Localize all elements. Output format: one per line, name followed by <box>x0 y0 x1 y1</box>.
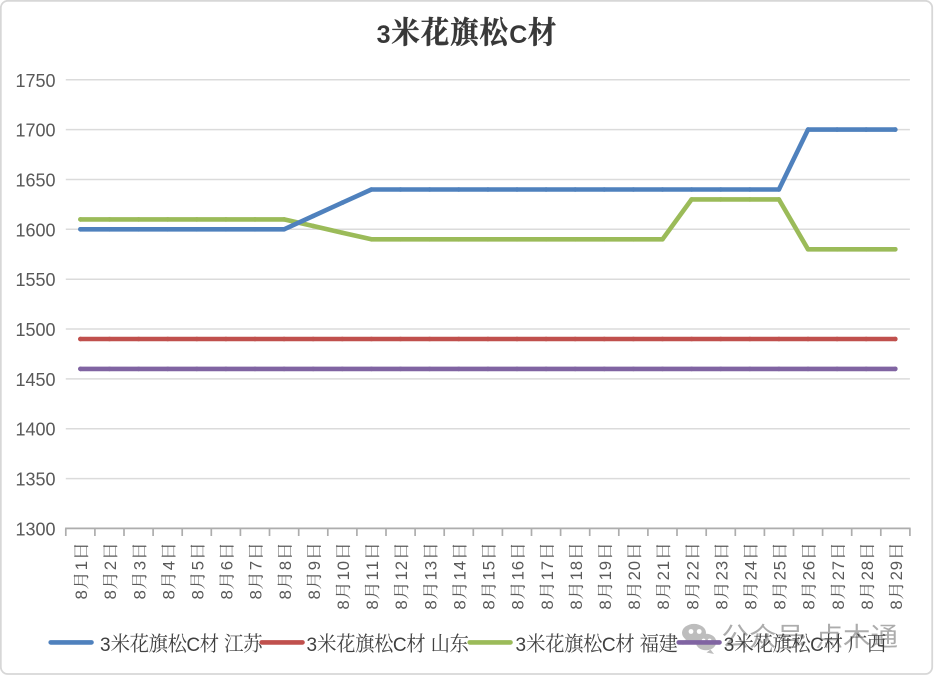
svg-text:8: 8 <box>887 600 906 609</box>
svg-text:8: 8 <box>567 600 586 609</box>
svg-text:8: 8 <box>596 600 615 609</box>
svg-text:1500: 1500 <box>15 320 55 340</box>
svg-text:3: 3 <box>516 635 527 656</box>
svg-text:2: 2 <box>771 571 790 580</box>
svg-text:3: 3 <box>421 561 440 570</box>
svg-text:C: C <box>810 635 824 656</box>
svg-text:7: 7 <box>247 561 266 570</box>
svg-text:1350: 1350 <box>15 470 55 490</box>
svg-text:1: 1 <box>538 571 557 580</box>
svg-text:1: 1 <box>392 571 411 580</box>
svg-text:8: 8 <box>276 590 295 599</box>
svg-text:1: 1 <box>363 561 382 570</box>
svg-text:8: 8 <box>771 600 790 609</box>
svg-text:2: 2 <box>887 571 906 580</box>
svg-text:8: 8 <box>189 590 208 599</box>
svg-text:3: 3 <box>724 635 735 656</box>
svg-text:8: 8 <box>742 600 761 609</box>
svg-text:2: 2 <box>654 571 673 580</box>
svg-text:1: 1 <box>451 571 470 580</box>
svg-text:1600: 1600 <box>15 220 55 240</box>
svg-text:8: 8 <box>451 600 470 609</box>
svg-text:9: 9 <box>305 561 324 570</box>
svg-text:8: 8 <box>363 600 382 609</box>
svg-text:8: 8 <box>247 590 266 599</box>
svg-text:8: 8 <box>858 600 877 609</box>
svg-text:2: 2 <box>829 571 848 580</box>
svg-text:1: 1 <box>334 571 353 580</box>
svg-text:3: 3 <box>377 21 391 49</box>
svg-text:C: C <box>186 635 200 656</box>
svg-text:1750: 1750 <box>15 71 55 91</box>
svg-text:8: 8 <box>218 590 237 599</box>
svg-text:1: 1 <box>654 561 673 570</box>
svg-text:8: 8 <box>567 561 586 570</box>
svg-text:5: 5 <box>771 561 790 570</box>
svg-text:0: 0 <box>625 561 644 570</box>
svg-text:1: 1 <box>480 571 499 580</box>
svg-text:3: 3 <box>307 635 318 656</box>
svg-text:8: 8 <box>538 600 557 609</box>
svg-text:1: 1 <box>596 571 615 580</box>
svg-text:8: 8 <box>159 590 178 599</box>
svg-text:8: 8 <box>334 600 353 609</box>
svg-text:1550: 1550 <box>15 270 55 290</box>
svg-text:8: 8 <box>625 600 644 609</box>
svg-text:C: C <box>509 21 527 49</box>
svg-text:8: 8 <box>72 590 91 599</box>
svg-text:8: 8 <box>800 600 819 609</box>
svg-text:8: 8 <box>305 590 324 599</box>
svg-text:8: 8 <box>654 600 673 609</box>
svg-text:2: 2 <box>683 561 702 570</box>
svg-text:8: 8 <box>683 600 702 609</box>
svg-text:3: 3 <box>130 561 149 570</box>
svg-text:2: 2 <box>625 571 644 580</box>
svg-text:2: 2 <box>683 571 702 580</box>
svg-text:5: 5 <box>480 561 499 570</box>
svg-text:1: 1 <box>509 571 528 580</box>
svg-text:1300: 1300 <box>15 519 55 539</box>
svg-text:6: 6 <box>509 561 528 570</box>
svg-text:C: C <box>602 635 616 656</box>
svg-text:1: 1 <box>72 561 91 570</box>
svg-text:1700: 1700 <box>15 121 55 141</box>
svg-text:8: 8 <box>101 590 120 599</box>
svg-text:5: 5 <box>189 561 208 570</box>
svg-text:1: 1 <box>421 571 440 580</box>
svg-text:8: 8 <box>509 600 528 609</box>
svg-text:4: 4 <box>159 561 178 570</box>
svg-text:8: 8 <box>858 561 877 570</box>
svg-text:8: 8 <box>480 600 499 609</box>
svg-text:3: 3 <box>712 561 731 570</box>
svg-text:1450: 1450 <box>15 370 55 390</box>
svg-text:C: C <box>393 635 407 656</box>
svg-text:8: 8 <box>130 590 149 599</box>
svg-text:6: 6 <box>218 561 237 570</box>
svg-text:2: 2 <box>742 571 761 580</box>
svg-text:7: 7 <box>829 561 848 570</box>
svg-text:8: 8 <box>829 600 848 609</box>
svg-text:2: 2 <box>712 571 731 580</box>
svg-text:1: 1 <box>363 571 382 580</box>
svg-text:9: 9 <box>596 561 615 570</box>
svg-text:8: 8 <box>392 600 411 609</box>
svg-text:1400: 1400 <box>15 420 55 440</box>
svg-text:4: 4 <box>451 561 470 570</box>
svg-text:2: 2 <box>392 561 411 570</box>
svg-text:4: 4 <box>742 561 761 570</box>
svg-text:8: 8 <box>712 600 731 609</box>
svg-text:3: 3 <box>100 635 111 656</box>
svg-text:8: 8 <box>421 600 440 609</box>
svg-text:6: 6 <box>800 561 819 570</box>
svg-text:7: 7 <box>538 561 557 570</box>
svg-text:0: 0 <box>334 561 353 570</box>
svg-text:8: 8 <box>276 561 295 570</box>
svg-text:1650: 1650 <box>15 171 55 191</box>
svg-text:2: 2 <box>858 571 877 580</box>
svg-text:2: 2 <box>800 571 819 580</box>
svg-text:2: 2 <box>101 561 120 570</box>
svg-text:9: 9 <box>887 561 906 570</box>
svg-text:1: 1 <box>567 571 586 580</box>
